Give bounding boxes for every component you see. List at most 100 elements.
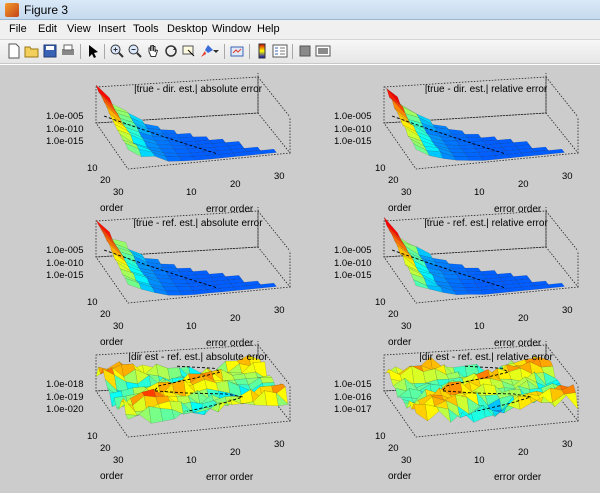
y-tick-label: 10 (87, 297, 98, 308)
menu-window[interactable]: Window (212, 23, 252, 35)
axes-edge (545, 210, 579, 252)
x-tick-label: 20 (230, 179, 241, 190)
z-tick-label: 1.0e-020 (46, 404, 84, 415)
surface-patch (176, 267, 194, 273)
z-tick-label: 1.0e-018 (46, 379, 84, 390)
subplot-title: |true - ref. est.| relative error (424, 218, 548, 229)
surface-plots-layer (95, 73, 579, 438)
x-tick-label: 30 (562, 305, 573, 316)
menubar: File Edit View Insert Tools Desktop Wind… (0, 20, 600, 40)
print-icon[interactable] (60, 43, 76, 59)
subplot-title: |dir est - ref. est.| relative error (419, 352, 553, 363)
menu-help[interactable]: Help (257, 23, 280, 35)
menu-edit[interactable]: Edit (38, 23, 57, 35)
insert-colorbar-icon[interactable] (254, 43, 270, 59)
y-axis-label: order (100, 337, 124, 348)
pan-hand-icon[interactable] (145, 43, 161, 59)
figure-canvas[interactable]: |true - dir. est.| absolute error 1.0e-0… (0, 65, 600, 493)
x-axis-label: error order (206, 472, 254, 483)
zoom-out-icon[interactable] (127, 43, 143, 59)
x-tick-label: 20 (230, 447, 241, 458)
new-figure-icon[interactable] (6, 43, 22, 59)
y-tick-label: 20 (388, 175, 399, 186)
y-tick-label: 30 (113, 455, 124, 466)
x-tick-label: 20 (518, 179, 529, 190)
z-tick-label: 1.0e-015 (334, 136, 372, 147)
x-tick-label: 30 (274, 439, 285, 450)
z-tick-label: 1.0e-015 (46, 136, 84, 147)
save-icon[interactable] (42, 43, 58, 59)
brush-icon[interactable] (199, 43, 215, 59)
y-tick-label: 10 (375, 163, 386, 174)
x-tick-label: 10 (186, 321, 197, 332)
z-tick-label: 1.0e-010 (334, 258, 372, 269)
surface-patch (480, 155, 498, 161)
surface-patch (179, 156, 196, 162)
surface-patch (461, 283, 479, 288)
axes-edge (257, 344, 291, 386)
surface-patch (448, 129, 466, 135)
y-tick-label: 20 (100, 443, 111, 454)
x-tick-label: 10 (186, 455, 197, 466)
menu-insert[interactable]: Insert (98, 23, 126, 35)
chevron-down-icon[interactable] (212, 43, 220, 59)
axes-edge (545, 76, 579, 118)
surface-patch (160, 129, 178, 135)
edit-plot-arrow-icon[interactable] (85, 43, 101, 59)
z-tick-label: 1.0e-019 (46, 392, 84, 403)
subplot-title: |true - dir. est.| relative error (424, 84, 548, 95)
z-tick-label: 1.0e-015 (334, 379, 372, 390)
z-tick-label: 1.0e-005 (334, 111, 372, 122)
z-tick-label: 1.0e-017 (334, 404, 372, 415)
surface-patch (179, 290, 196, 296)
surface-patch (95, 220, 113, 240)
y-tick-label: 10 (375, 297, 386, 308)
contour-line (441, 365, 531, 412)
matlab-figure-icon (5, 3, 19, 17)
x-axis-label: error order (494, 338, 542, 349)
y-axis-label: order (100, 203, 124, 214)
show-plot-tools-icon[interactable] (315, 43, 331, 59)
x-tick-label: 30 (562, 439, 573, 450)
y-tick-label: 30 (401, 321, 412, 332)
z-tick-label: 1.0e-005 (46, 245, 84, 256)
menu-file[interactable]: File (9, 23, 27, 35)
toolbar-separator (224, 44, 225, 59)
window-title: Figure 3 (24, 3, 69, 17)
y-tick-label: 30 (401, 455, 412, 466)
z-tick-label: 1.0e-015 (334, 270, 372, 281)
z-tick-label: 1.0e-005 (334, 245, 372, 256)
menu-tools[interactable]: Tools (133, 23, 159, 35)
x-tick-label: 20 (518, 313, 529, 324)
y-axis-label: order (388, 203, 412, 214)
x-axis-label: error order (494, 204, 542, 215)
link-plot-icon[interactable] (229, 43, 245, 59)
toolbar-separator (249, 44, 250, 59)
menu-desktop[interactable]: Desktop (167, 23, 208, 35)
toolbar-separator (80, 44, 81, 59)
rotate-3d-icon[interactable] (163, 43, 179, 59)
y-tick-label: 30 (113, 321, 124, 332)
y-tick-label: 20 (388, 443, 399, 454)
insert-legend-icon[interactable] (272, 43, 288, 59)
y-tick-label: 10 (87, 163, 98, 174)
window-titlebar[interactable]: Figure 3 (0, 0, 600, 20)
contour-line (153, 365, 243, 412)
toolbar-separator (292, 44, 293, 59)
surface-patch (464, 133, 482, 138)
menu-view[interactable]: View (67, 23, 91, 35)
x-axis-label: error order (206, 204, 254, 215)
subplot-title: |true - dir. est.| absolute error (133, 84, 263, 95)
y-tick-label: 30 (113, 187, 124, 198)
z-tick-label: 1.0e-015 (46, 270, 84, 281)
surface-patch (563, 392, 579, 410)
x-tick-label: 30 (562, 171, 573, 182)
data-cursor-icon[interactable] (181, 43, 197, 59)
y-tick-label: 30 (401, 187, 412, 198)
zoom-in-icon[interactable] (109, 43, 125, 59)
open-file-icon[interactable] (24, 43, 40, 59)
surface-patch (275, 392, 291, 407)
axes-edge (545, 344, 579, 386)
hide-plot-tools-icon[interactable] (297, 43, 313, 59)
z-tick-label: 1.0e-010 (334, 124, 372, 135)
